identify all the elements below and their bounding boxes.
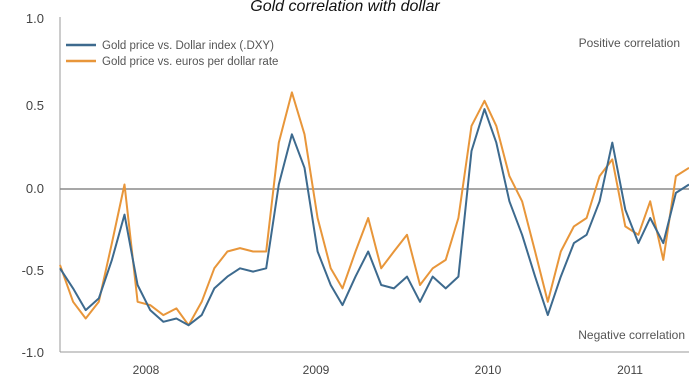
positive-correlation-label: Positive correlation (579, 36, 680, 50)
negative-correlation-label: Negative correlation (578, 328, 685, 342)
x-tick-label: 2010 (475, 363, 502, 377)
y-tick-label: 0.5 (26, 98, 44, 113)
legend-label-dxy: Gold price vs. Dollar index (.DXY) (102, 40, 274, 52)
series-layer (59, 91, 689, 327)
y-tick-label: 1.0 (26, 11, 44, 26)
legend-label-eur: Gold price vs. euros per dollar rate (102, 56, 278, 68)
chart-title: Gold correlation with dollar (250, 0, 440, 15)
x-tick-label: 2009 (303, 363, 330, 377)
series-line-eur (59, 91, 689, 327)
y-tick-label: 0.0 (26, 181, 44, 196)
y-tick-label: -0.5 (22, 263, 44, 278)
series-line-dxy (59, 108, 689, 327)
x-tick-label: 2011 (617, 363, 643, 377)
legend: Gold price vs. Dollar index (.DXY) Gold … (66, 40, 278, 68)
x-tick-label: 2008 (133, 363, 160, 377)
y-tick-label: -1.0 (22, 345, 44, 360)
